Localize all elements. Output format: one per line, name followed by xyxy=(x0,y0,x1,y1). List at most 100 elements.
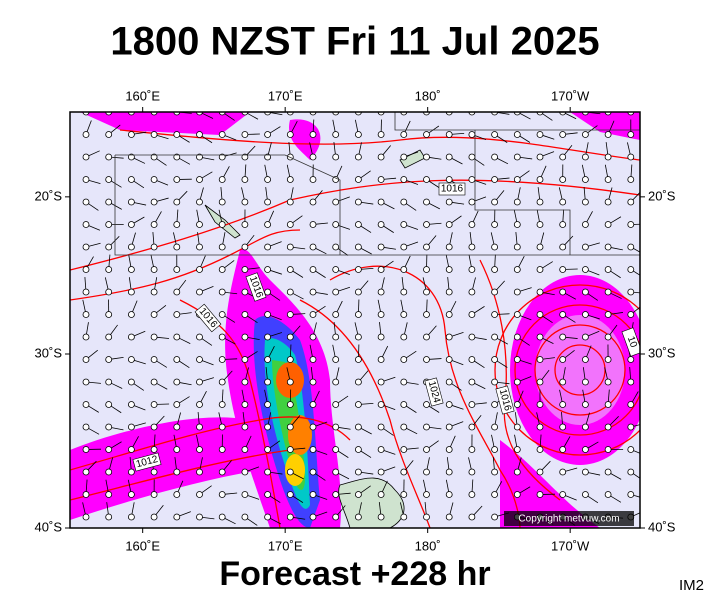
station xyxy=(469,424,475,430)
lat-label: 20˚S xyxy=(35,188,63,203)
station xyxy=(514,357,520,363)
station xyxy=(401,424,407,430)
station xyxy=(628,492,634,498)
station xyxy=(605,312,611,318)
station xyxy=(355,154,361,160)
station xyxy=(537,379,543,385)
station xyxy=(469,154,475,160)
station xyxy=(287,132,293,138)
station xyxy=(628,289,634,295)
station xyxy=(151,244,157,250)
station xyxy=(469,132,475,138)
station xyxy=(197,267,203,273)
station xyxy=(582,222,588,228)
station xyxy=(333,469,339,475)
station xyxy=(83,379,89,385)
station xyxy=(469,267,475,273)
station xyxy=(83,199,89,205)
station xyxy=(242,177,248,183)
station xyxy=(628,469,634,475)
station xyxy=(537,469,543,475)
station xyxy=(560,492,566,498)
station xyxy=(197,514,203,520)
station xyxy=(83,514,89,520)
station xyxy=(219,199,225,205)
station xyxy=(378,199,384,205)
barb xyxy=(84,97,86,109)
station xyxy=(446,447,452,453)
station xyxy=(355,132,361,138)
station xyxy=(265,379,271,385)
station xyxy=(605,424,611,430)
station xyxy=(333,312,339,318)
station xyxy=(514,199,520,205)
station xyxy=(197,402,203,408)
station xyxy=(469,244,475,250)
station xyxy=(582,379,588,385)
station xyxy=(401,244,407,250)
isobar-label-text: 1016 xyxy=(441,184,464,195)
station xyxy=(265,357,271,363)
station xyxy=(333,334,339,340)
station xyxy=(333,402,339,408)
station xyxy=(333,154,339,160)
station xyxy=(605,199,611,205)
station xyxy=(514,132,520,138)
station xyxy=(424,222,430,228)
station xyxy=(582,402,588,408)
station xyxy=(106,154,112,160)
station xyxy=(378,244,384,250)
station xyxy=(401,469,407,475)
station xyxy=(424,267,430,273)
barb xyxy=(290,345,291,357)
station xyxy=(151,334,157,340)
station xyxy=(219,312,225,318)
station xyxy=(446,132,452,138)
station xyxy=(265,424,271,430)
station xyxy=(424,357,430,363)
station xyxy=(446,379,452,385)
station xyxy=(469,514,475,520)
station xyxy=(560,447,566,453)
station xyxy=(514,177,520,183)
station xyxy=(242,402,248,408)
station xyxy=(560,357,566,363)
station xyxy=(242,222,248,228)
station xyxy=(605,402,611,408)
station xyxy=(197,492,203,498)
lat-label: 30˚S xyxy=(648,345,676,360)
station xyxy=(265,334,271,340)
station xyxy=(378,514,384,520)
station xyxy=(401,267,407,273)
station xyxy=(219,469,225,475)
station xyxy=(174,357,180,363)
station xyxy=(355,244,361,250)
station xyxy=(106,514,112,520)
station xyxy=(83,222,89,228)
station xyxy=(219,379,225,385)
station xyxy=(174,132,180,138)
station xyxy=(219,244,225,250)
station xyxy=(83,424,89,430)
station xyxy=(537,154,543,160)
station xyxy=(446,424,452,430)
station xyxy=(514,244,520,250)
station xyxy=(378,469,384,475)
station xyxy=(401,222,407,228)
station xyxy=(106,312,112,318)
station xyxy=(582,357,588,363)
station xyxy=(424,469,430,475)
station xyxy=(219,402,225,408)
station xyxy=(424,334,430,340)
station xyxy=(401,154,407,160)
barb xyxy=(336,97,339,109)
station xyxy=(469,222,475,228)
station xyxy=(537,289,543,295)
station xyxy=(310,312,316,318)
station xyxy=(197,132,203,138)
station xyxy=(582,424,588,430)
station xyxy=(310,244,316,250)
station xyxy=(106,177,112,183)
station xyxy=(378,379,384,385)
station xyxy=(628,132,634,138)
